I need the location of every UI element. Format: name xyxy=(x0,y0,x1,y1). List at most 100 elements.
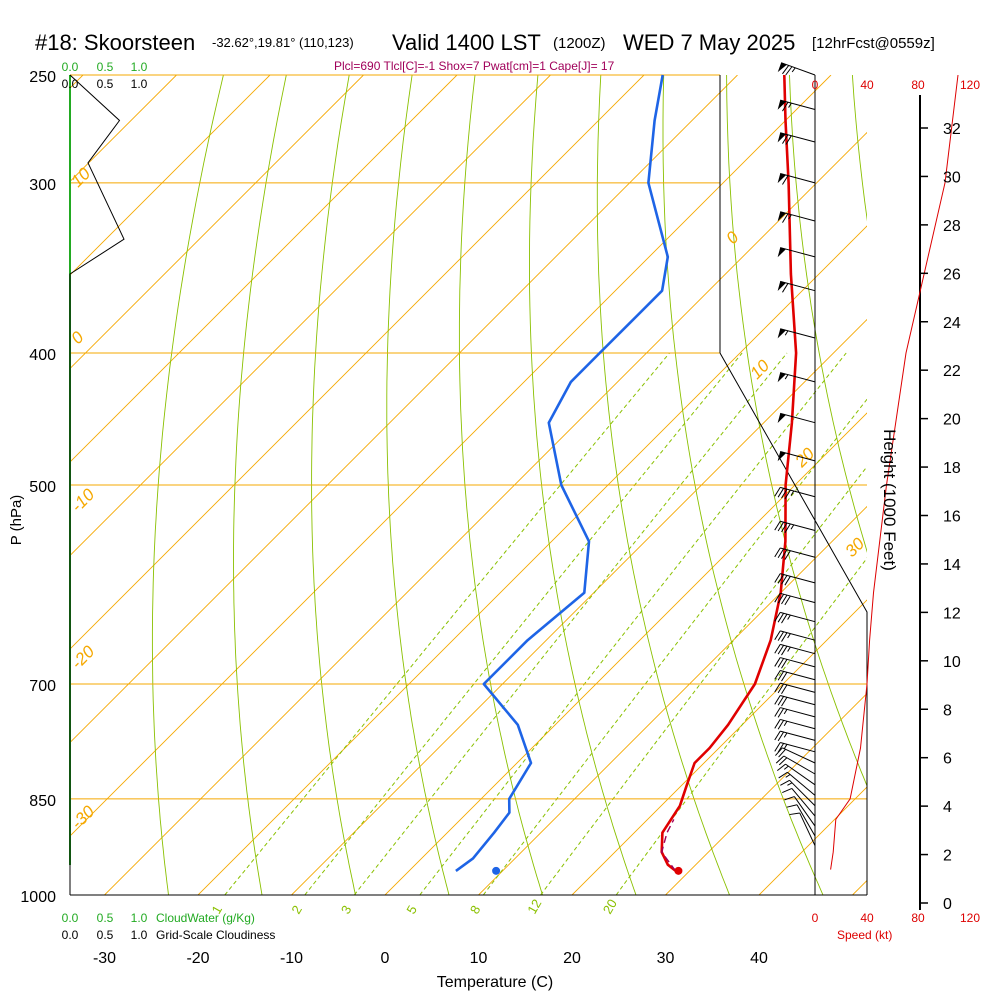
cloud-water-tick-bottom: 0.5 xyxy=(97,911,114,925)
wind-barb-feather xyxy=(777,488,785,498)
mixing-ratio-label: 12 xyxy=(524,896,544,916)
cloudiness-label: Grid-Scale Cloudiness xyxy=(156,928,275,942)
height-axis-label: Height (1000 Feet) xyxy=(880,429,899,571)
wind-barb-half-feather xyxy=(785,774,791,778)
wind-barb-pennant xyxy=(777,413,787,424)
wind-barb-half-feather xyxy=(790,524,795,530)
wind-barb-feather xyxy=(777,720,785,730)
wind-barb-staff xyxy=(780,669,816,681)
isotherm xyxy=(70,75,364,370)
wind-barb-staff xyxy=(780,643,816,655)
parcel-path xyxy=(660,819,677,872)
cloud-water-tick-bottom: 1.0 xyxy=(131,911,148,925)
wind-barb-feather xyxy=(777,521,785,532)
parameters-line: Plcl=690 Tlcl[C]=-1 Shox=7 Pwat[cm]=1 Ca… xyxy=(334,59,615,73)
wind-barb xyxy=(786,804,816,837)
wind-barb xyxy=(774,630,816,642)
wind-barb-pennant xyxy=(777,247,787,258)
wind-barb-feather xyxy=(782,283,789,293)
wind-barb-half-feather xyxy=(787,633,791,639)
wind-barb-pennant xyxy=(777,451,787,462)
wind-barb-staff xyxy=(785,763,816,786)
wind-barb xyxy=(782,787,816,817)
wind-barb-half-feather xyxy=(787,782,793,786)
height-tick-label: 10 xyxy=(943,654,961,671)
temperature-axis: -30 -20 -10 0 10 20 30 40 xyxy=(93,950,768,967)
wind-barb-feather xyxy=(782,175,789,185)
height-tick-label: 26 xyxy=(943,266,961,283)
isotherm xyxy=(478,505,867,895)
wind-barb xyxy=(774,573,816,586)
height-tick-label: 4 xyxy=(943,799,952,816)
wind-barb-feather xyxy=(781,522,788,533)
wind-barb-pennant xyxy=(777,100,787,110)
wind-barb xyxy=(780,779,816,807)
wind-barb-feather xyxy=(774,644,781,654)
wind-barb-half-feather xyxy=(787,646,791,652)
wind-barb-staff xyxy=(799,812,816,846)
wind-barb-feather xyxy=(782,213,789,223)
mixing-ratio-line xyxy=(224,352,670,895)
wind-barb-half-feather xyxy=(783,720,788,726)
wind-barb-feather xyxy=(778,771,788,779)
wind-barb-pennant xyxy=(777,328,787,339)
wind-barb-feather xyxy=(774,682,781,693)
wind-barb-pennant xyxy=(777,173,787,184)
wind-barb-staff xyxy=(780,328,816,339)
wind-barb-feather xyxy=(777,696,785,706)
wind-barb xyxy=(777,451,816,462)
height-tick-label: 2 xyxy=(943,848,952,865)
surface-temperature-point xyxy=(674,866,683,875)
wind-barb-feather xyxy=(782,134,789,144)
wind-barb xyxy=(774,657,816,669)
wind-barb-half-feather xyxy=(784,374,789,380)
height-tick-label: 16 xyxy=(943,509,961,526)
mixing-ratio-line xyxy=(540,465,867,895)
dry-adiabat-lines xyxy=(151,75,867,895)
wind-barb-staff xyxy=(780,694,816,706)
wind-barb xyxy=(775,755,816,775)
wind-barb xyxy=(777,173,816,185)
cloudiness-tick-top: 0.5 xyxy=(97,77,114,91)
wind-barb-feather xyxy=(784,576,791,586)
pressure-tick-label: 500 xyxy=(29,479,56,496)
wind-barb xyxy=(775,747,816,764)
wind-barb-staff xyxy=(780,173,816,184)
cloudiness-tick-bottom: 1.0 xyxy=(131,928,148,942)
wind-barb-feather xyxy=(781,659,788,669)
wind-barb-feather xyxy=(777,763,786,771)
cloud-water-line xyxy=(69,74,125,883)
station-coords: -32.62°,19.81° (110,123) xyxy=(212,35,354,50)
wind-barb-feather xyxy=(777,708,785,718)
y-axis-label: P (hPa) xyxy=(8,495,25,546)
wind-barb-staff xyxy=(780,657,816,668)
wind-barb-feather xyxy=(781,684,788,695)
wind-barb xyxy=(777,62,816,76)
wind-barb-feather xyxy=(784,523,791,534)
wind-barbs xyxy=(774,62,816,846)
wind-barb-feather xyxy=(777,671,785,681)
wind-barb-feather xyxy=(781,632,788,642)
wind-barb-half-feather xyxy=(787,614,791,620)
wind-barb xyxy=(777,280,816,293)
wind-barb-staff xyxy=(780,547,816,558)
wind-barb-half-feather xyxy=(783,765,789,770)
temperature-tick-label: 10 xyxy=(470,950,488,967)
wind-barb-feather xyxy=(777,548,785,559)
height-tick-label: 24 xyxy=(943,315,961,332)
wind-barb-pennant xyxy=(777,211,787,222)
wind-barb xyxy=(774,718,816,730)
wind-barb-staff xyxy=(780,730,816,741)
wind-barb-pennant xyxy=(777,62,787,73)
height-tick-label: 6 xyxy=(943,751,952,768)
wind-barb-feather xyxy=(775,755,785,764)
wind-barb-feather xyxy=(777,593,785,604)
wind-barb-staff xyxy=(780,573,816,584)
wind-barb-feather xyxy=(777,631,785,641)
wind-barb-feather xyxy=(780,779,790,786)
wind-barb-feather xyxy=(786,804,798,808)
wind-barb xyxy=(777,763,816,786)
wind-barb xyxy=(774,486,816,500)
wind-barb-feather xyxy=(774,742,781,752)
wind-barb-feather xyxy=(774,593,781,603)
